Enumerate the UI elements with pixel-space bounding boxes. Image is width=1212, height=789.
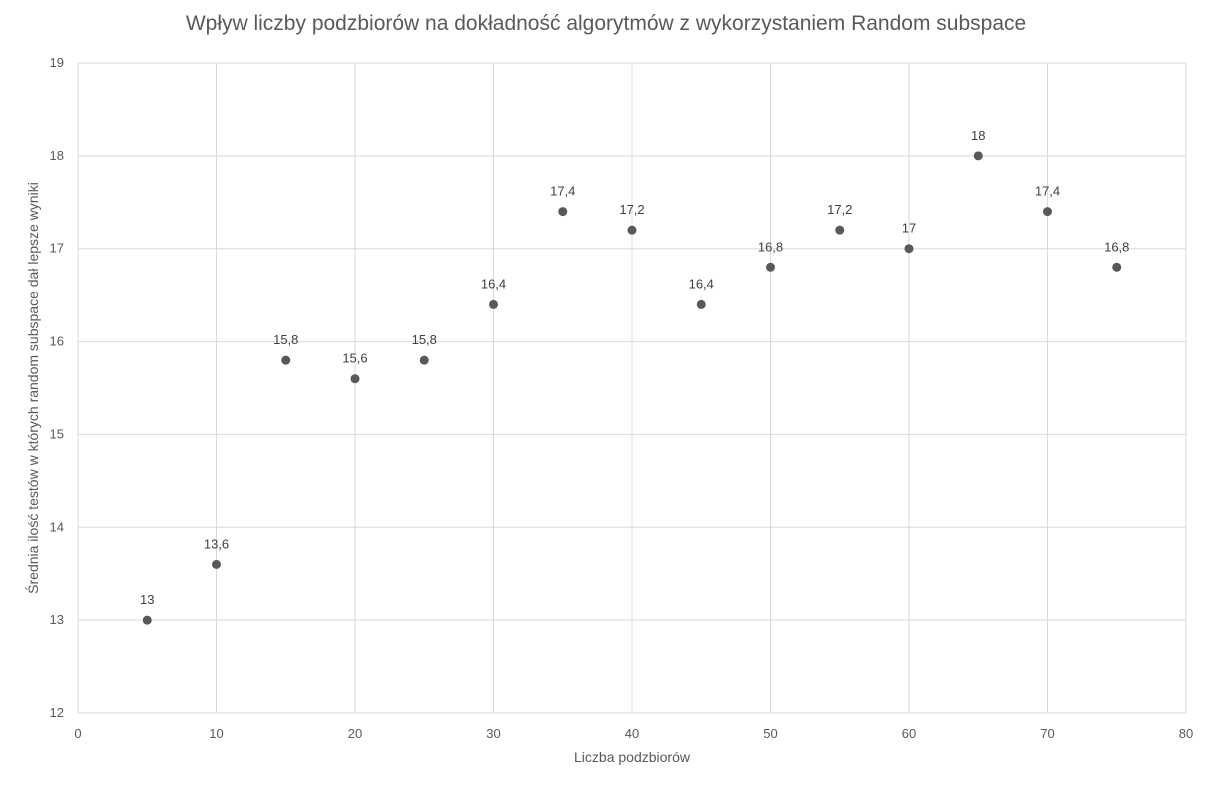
data-label: 13: [140, 592, 154, 607]
x-tick-label: 70: [1040, 726, 1054, 741]
y-tick-label: 15: [50, 426, 64, 441]
data-point: [973, 151, 983, 161]
y-tick-label: 17: [50, 241, 64, 256]
data-point: [558, 207, 568, 217]
y-tick-label: 14: [50, 519, 64, 534]
data-label: 15,8: [412, 332, 437, 347]
data-point: [1043, 207, 1052, 217]
y-tick-label: 12: [50, 705, 64, 720]
data-point: [766, 262, 775, 272]
y-tick-label: 16: [50, 334, 64, 349]
data-point: [142, 615, 152, 625]
x-tick-label: 20: [348, 726, 362, 741]
data-label: 15,6: [342, 351, 367, 366]
data-point: [904, 244, 914, 254]
data-label: 17: [902, 221, 916, 236]
data-point: [696, 299, 706, 309]
data-point: [212, 559, 221, 569]
data-label: 16,8: [758, 239, 783, 254]
data-point: [489, 299, 498, 309]
x-tick-label: 30: [486, 726, 500, 741]
data-point: [1112, 262, 1122, 272]
x-tick-label: 10: [209, 726, 223, 741]
data-point: [350, 374, 360, 384]
data-label: 17,4: [1035, 184, 1060, 199]
y-tick-label: 19: [50, 55, 64, 70]
data-label: 18: [971, 128, 985, 143]
data-point: [281, 355, 291, 365]
data-point: [419, 355, 429, 365]
y-tick-label: 13: [50, 612, 64, 627]
chart-title: Wpływ liczby podzbiorów na dokładność al…: [185, 12, 1027, 35]
data-point: [835, 225, 845, 235]
data-label: 16,4: [689, 276, 714, 291]
data-label: 16,8: [1104, 239, 1129, 254]
x-tick-label: 80: [1179, 726, 1193, 741]
data-point: [627, 225, 637, 235]
data-label: 17,2: [619, 202, 644, 217]
x-axis-title: Liczba podzbiorów: [574, 749, 690, 765]
x-tick-label: 40: [625, 726, 639, 741]
x-tick-label: 0: [74, 726, 81, 741]
data-label: 13,6: [204, 536, 229, 551]
x-tick-label: 50: [763, 726, 777, 741]
data-label: 15,8: [273, 332, 298, 347]
x-tick-label: 60: [902, 726, 916, 741]
data-label: 16,4: [481, 276, 506, 291]
y-axis-title: Średnia ilość testów w których random su…: [25, 182, 41, 594]
y-tick-label: 18: [50, 148, 64, 163]
data-label: 17,2: [827, 202, 852, 217]
data-label: 17,4: [550, 184, 575, 199]
